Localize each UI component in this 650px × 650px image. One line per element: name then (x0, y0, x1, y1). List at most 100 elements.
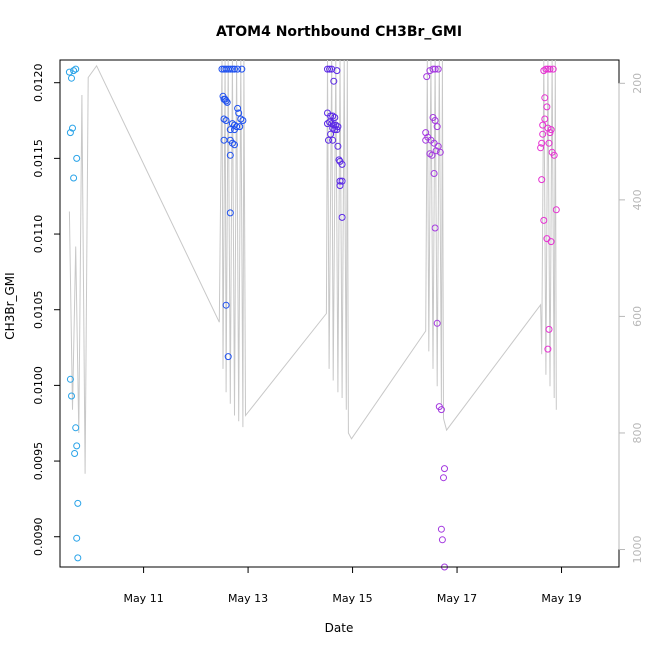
data-point (69, 124, 76, 132)
data-point (228, 139, 236, 147)
x-tick-label: May 13 (228, 592, 268, 605)
data-point (234, 104, 242, 112)
data-point (552, 206, 560, 214)
data-point (338, 213, 346, 221)
data-point (431, 224, 439, 232)
y-tick-label: 0.0120 (32, 63, 45, 102)
y-tick-label: 0.0090 (32, 517, 45, 556)
data-point (68, 392, 75, 400)
data-point (236, 123, 244, 131)
data-point (222, 97, 230, 105)
data-point (327, 130, 335, 138)
data-point (226, 151, 234, 159)
y-tick-label: 0.0100 (32, 366, 45, 405)
data-point (423, 73, 431, 81)
data-point (329, 124, 337, 132)
data-point (333, 67, 341, 75)
data-point (538, 176, 546, 184)
data-point (549, 65, 557, 73)
data-point (546, 65, 554, 73)
data-point (74, 554, 82, 562)
data-point (537, 144, 545, 152)
data-point (329, 136, 337, 144)
data-point (223, 98, 231, 106)
data-point (432, 147, 440, 155)
data-point (234, 65, 242, 73)
data-point (231, 65, 238, 73)
data-point (547, 126, 555, 134)
data-point (71, 450, 79, 457)
data-point (440, 474, 447, 482)
y-tick-label: 0.0115 (32, 139, 45, 178)
data-point (235, 109, 243, 117)
data-point (324, 65, 331, 73)
pressure-trace-line (68, 59, 557, 474)
data-point (550, 151, 558, 159)
data-point (324, 120, 331, 128)
data-point (336, 182, 344, 190)
data-point (65, 68, 73, 76)
y-tick-label: 0.0105 (32, 290, 45, 329)
data-point (331, 126, 339, 134)
y-tick-label: 0.0110 (32, 215, 45, 254)
data-point (226, 65, 234, 73)
data-point (73, 442, 81, 450)
x-tick-label: May 19 (541, 592, 581, 605)
data-point (334, 142, 342, 150)
data-point (434, 142, 442, 150)
y2-tick-label: 800 (631, 422, 644, 443)
data-point (329, 112, 337, 120)
data-point (72, 65, 80, 73)
data-point (433, 319, 441, 327)
data-point (426, 150, 434, 158)
data-point (441, 465, 448, 473)
data-point (438, 536, 446, 544)
data-point (237, 115, 245, 123)
x-tick-label: May 17 (437, 592, 477, 605)
y2-tick-label: 200 (631, 73, 644, 94)
data-point (436, 148, 444, 156)
chart-title: ATOM4 Northbound CH3Br_GMI (216, 24, 462, 40)
data-point (430, 170, 438, 177)
data-point (540, 216, 548, 224)
data-point (546, 129, 554, 137)
data-point (70, 174, 78, 182)
data-point (68, 74, 75, 82)
data-point (336, 177, 344, 185)
data-point (539, 121, 547, 129)
data-point (429, 65, 437, 73)
data-point (326, 65, 334, 73)
data-point (538, 139, 546, 147)
data-point (231, 126, 238, 134)
x-axis-label: Date (325, 621, 354, 635)
data-point (73, 534, 81, 542)
data-point (72, 424, 80, 432)
data-point (428, 151, 436, 159)
data-point (330, 77, 338, 85)
y-tick-label: 0.0095 (32, 442, 45, 481)
data-point (434, 65, 442, 73)
data-point (222, 301, 230, 309)
data-point (228, 65, 236, 73)
data-point (333, 126, 341, 134)
data-point (66, 129, 74, 137)
data-point (338, 160, 346, 168)
data-point (437, 406, 445, 414)
data-point (66, 375, 74, 383)
y2-tick-label: 400 (631, 189, 644, 210)
data-points-layer (65, 65, 560, 571)
data-point (238, 65, 246, 73)
data-point (226, 209, 234, 217)
data-point (541, 94, 549, 102)
y2-tick-label: 1000 (631, 536, 644, 564)
data-point (338, 177, 346, 185)
data-point (74, 499, 82, 507)
data-point (433, 123, 441, 131)
data-point (431, 65, 439, 73)
data-point (422, 136, 430, 144)
data-point (431, 117, 439, 124)
y2-tick-label: 600 (631, 306, 644, 327)
data-point (544, 124, 552, 132)
data-point (331, 114, 339, 121)
